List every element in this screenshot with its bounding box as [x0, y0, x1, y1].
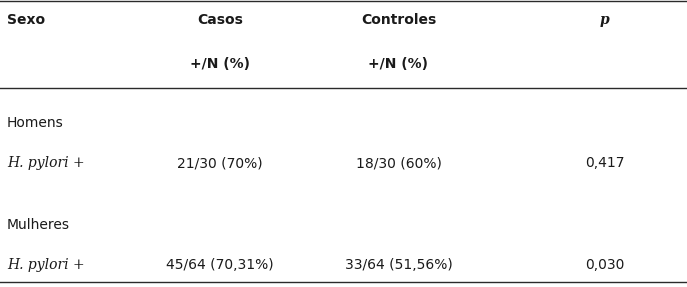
Text: 45/64 (70,31%): 45/64 (70,31%) — [166, 258, 273, 272]
Text: +/N (%): +/N (%) — [190, 57, 250, 71]
Text: 0,417: 0,417 — [585, 156, 624, 170]
Text: H. pylori +: H. pylori + — [7, 258, 85, 272]
Text: Casos: Casos — [197, 13, 243, 27]
Text: +/N (%): +/N (%) — [368, 57, 429, 71]
Text: 18/30 (60%): 18/30 (60%) — [356, 156, 441, 170]
Text: 0,030: 0,030 — [585, 258, 624, 272]
Text: 21/30 (70%): 21/30 (70%) — [177, 156, 262, 170]
Text: 33/64 (51,56%): 33/64 (51,56%) — [345, 258, 452, 272]
Text: p: p — [600, 13, 609, 27]
Text: Mulheres: Mulheres — [7, 218, 70, 232]
Text: H. pylori +: H. pylori + — [7, 156, 85, 170]
Text: Sexo: Sexo — [7, 13, 45, 27]
Text: Controles: Controles — [361, 13, 436, 27]
Text: Homens: Homens — [7, 116, 64, 130]
